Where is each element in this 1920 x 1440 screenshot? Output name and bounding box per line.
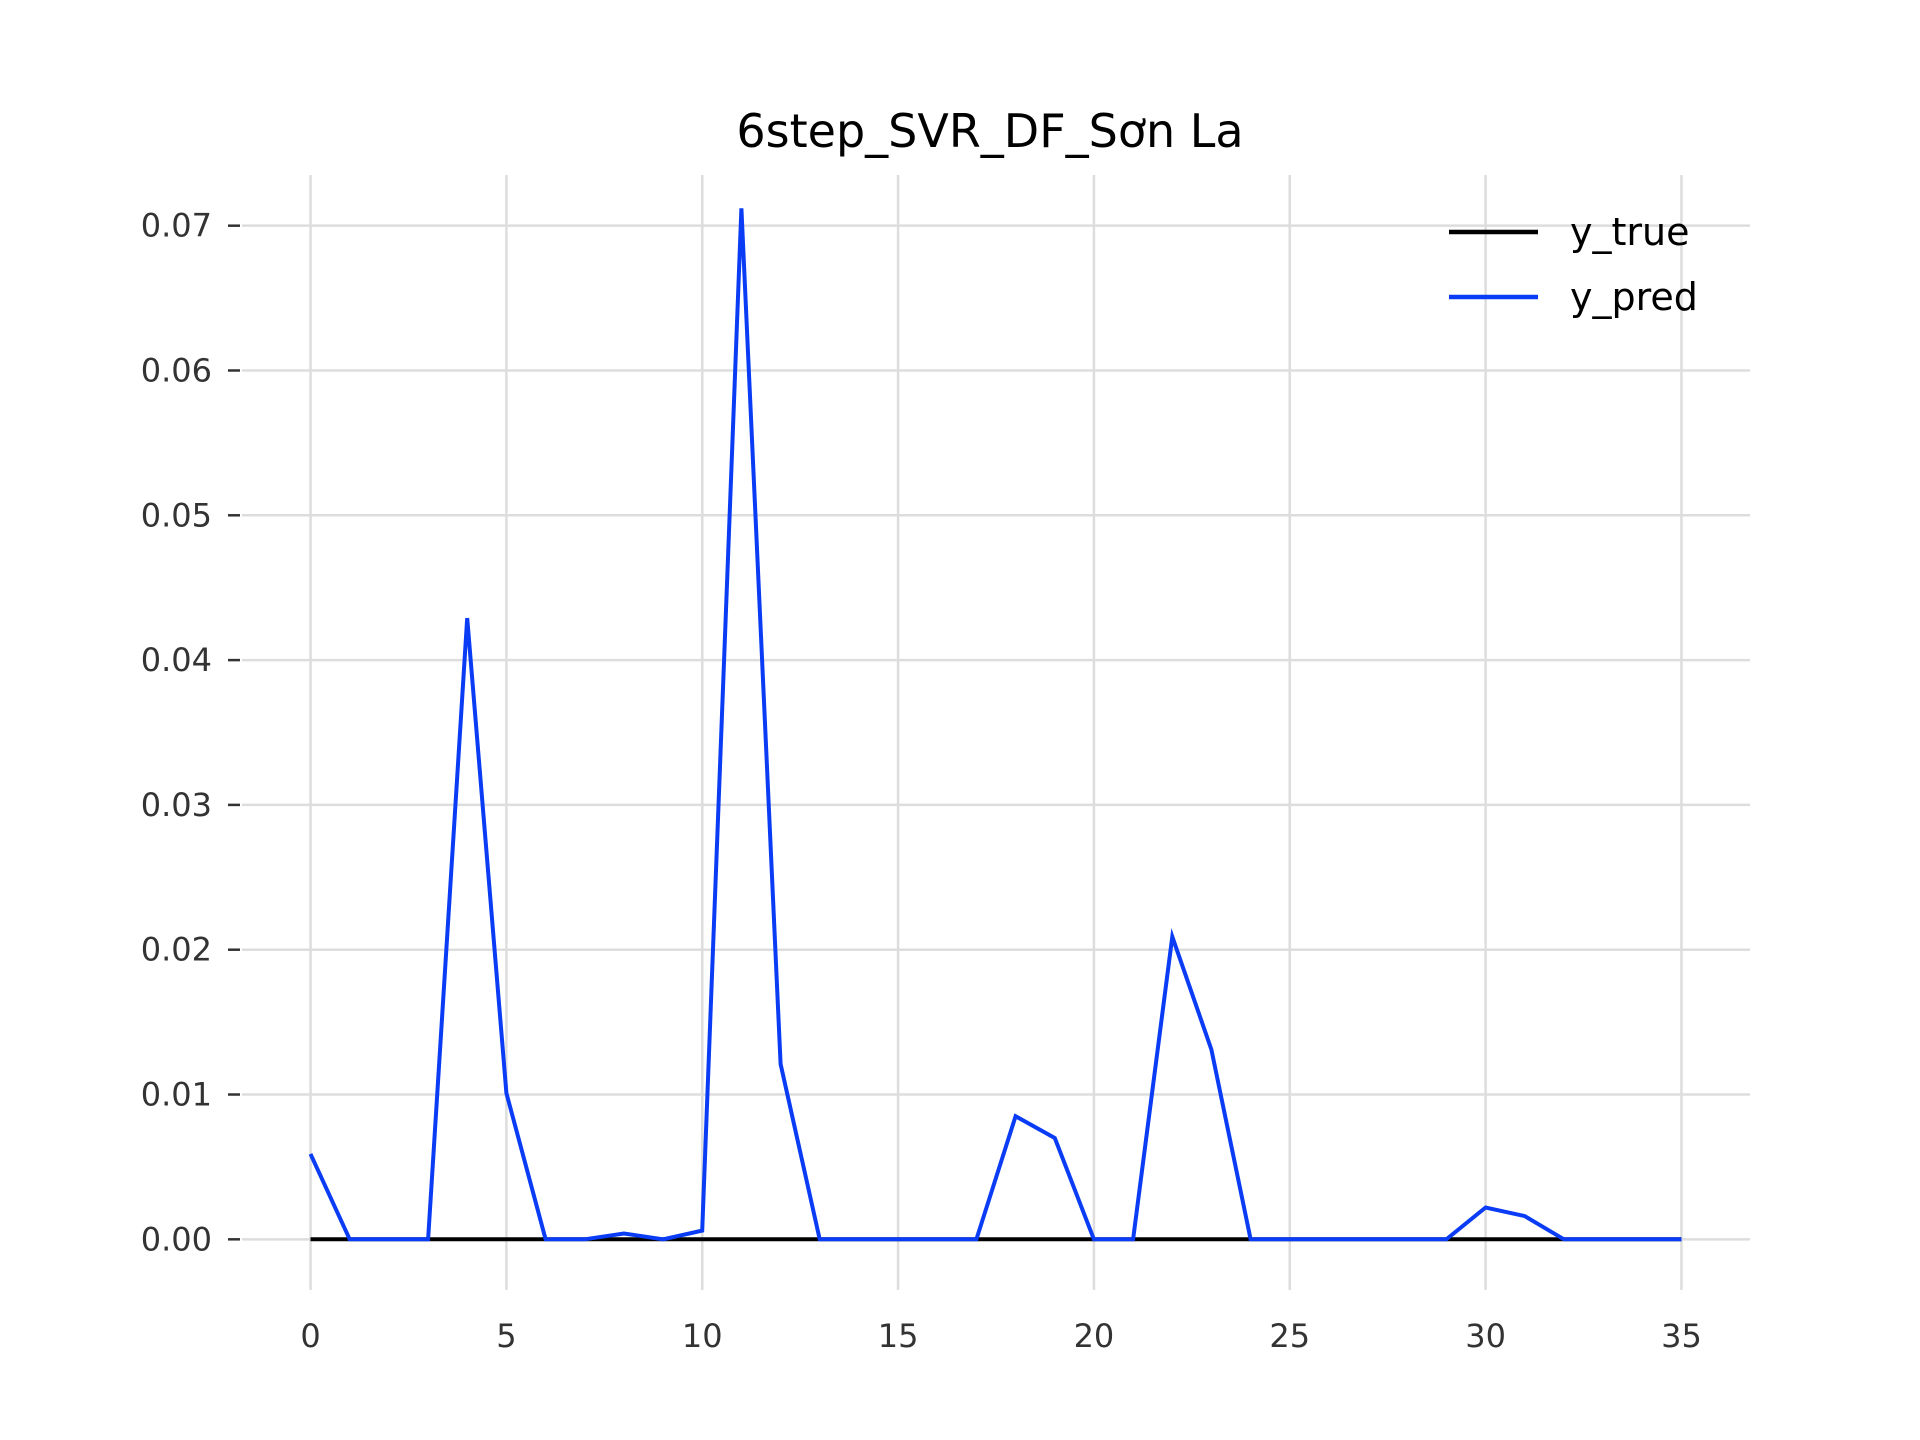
legend-label: y_true <box>1570 210 1689 254</box>
chart-title: 6step_SVR_DF_Sơn La <box>736 104 1243 158</box>
x-tick-label: 15 <box>878 1317 919 1355</box>
y-tick-label: 0.02 <box>141 931 212 969</box>
x-tick-label: 5 <box>496 1317 516 1355</box>
y-tick-label: 0.00 <box>141 1220 212 1258</box>
y-tick-label: 0.05 <box>141 496 212 534</box>
x-tick-label: 20 <box>1074 1317 1115 1355</box>
y-tick-label: 0.06 <box>141 351 212 389</box>
y-tick-label: 0.01 <box>141 1076 212 1114</box>
x-tick-label: 10 <box>682 1317 723 1355</box>
legend-label: y_pred <box>1570 275 1698 319</box>
grid <box>242 175 1750 1290</box>
series-lines <box>308 208 1682 1242</box>
x-tick-label: 25 <box>1269 1317 1310 1355</box>
axis-ticks: 0 5 10 15 20 25 30 35 0.00 0.01 0.02 0.03 0.04 0.05 0.… <box>141 207 1702 1355</box>
y-tick-label: 0.03 <box>141 786 212 824</box>
series-line-y-pred <box>308 208 1682 1242</box>
x-tick-label: 30 <box>1465 1317 1506 1355</box>
y-tick-label: 0.04 <box>141 641 212 679</box>
legend: y_true y_pred <box>1449 210 1698 319</box>
y-tick-label: 0.07 <box>141 207 212 245</box>
x-tick-label: 0 <box>300 1317 320 1355</box>
x-tick-label: 35 <box>1661 1317 1702 1355</box>
